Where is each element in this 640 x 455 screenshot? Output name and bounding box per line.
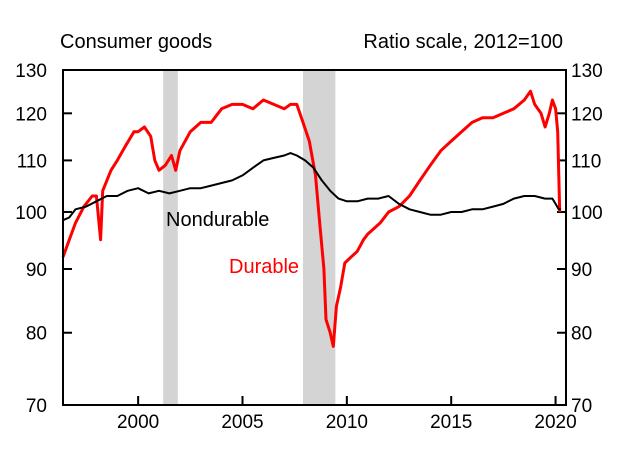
y-tick-label-left-90: 90 (26, 260, 47, 281)
y-tick-label-right-120: 120 (571, 104, 603, 125)
y-tick-label-right-90: 90 (571, 260, 592, 281)
y-tick-label-left-130: 130 (15, 61, 47, 82)
y-tick-label-right-70: 70 (571, 396, 592, 417)
recession-band-1 (163, 70, 178, 405)
chart-title: Consumer goods (60, 31, 212, 53)
series-label-nondurable: Nondurable (166, 209, 269, 231)
series-layer (61, 89, 562, 348)
y-tick-label-right-110: 110 (571, 151, 601, 172)
y-tick-label-right-100: 100 (571, 203, 603, 224)
x-tick-label-2020: 2020 (534, 412, 576, 433)
chart-subtitle: Ratio scale, 2012=100 (363, 31, 563, 53)
y-tick-label-right-80: 80 (571, 324, 592, 345)
y-tick-label-left-80: 80 (26, 324, 47, 345)
y-tick-label-left-100: 100 (15, 203, 47, 224)
y-tick-label-left-70: 70 (26, 396, 47, 417)
x-axis-labels: 2000 2005 2010 2015 2020 (117, 412, 577, 433)
x-tick-label-2000: 2000 (117, 412, 159, 433)
recession-shading (163, 70, 336, 405)
y-axis-left-labels: 70 80 90 100 110 120 130 (15, 61, 47, 417)
recession-band-2 (303, 70, 336, 405)
y-tick-label-left-110: 110 (17, 151, 47, 172)
series-label-durable: Durable (229, 256, 299, 278)
y-tick-label-left-120: 120 (15, 104, 47, 125)
x-tick-label-2005: 2005 (221, 412, 263, 433)
y-tick-label-right-130: 130 (571, 61, 603, 82)
x-tick-label-2010: 2010 (326, 412, 368, 433)
series-line-nondurable (62, 152, 561, 222)
series-line-durable (61, 89, 562, 348)
y-axis-right-labels: 70 80 90 100 110 120 130 (571, 61, 603, 417)
plot-frame (62, 69, 567, 406)
x-tick-label-2015: 2015 (430, 412, 472, 433)
